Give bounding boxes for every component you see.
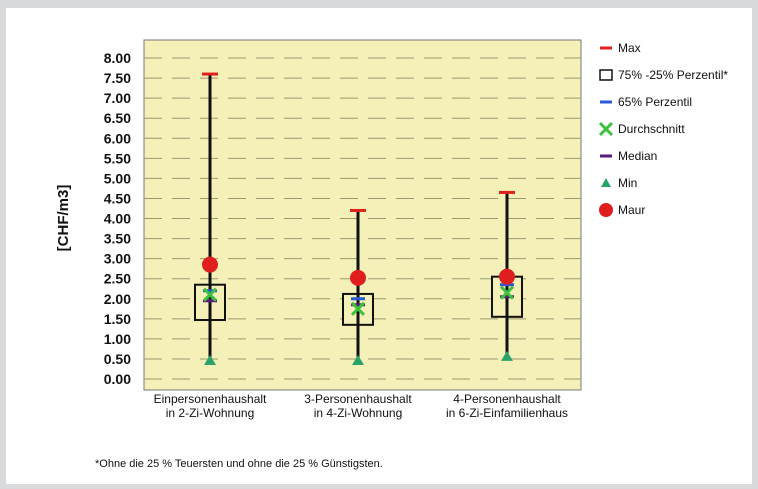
category-label-line2: in 4-Zi-Wohnung bbox=[314, 406, 403, 420]
legend-label: Maur bbox=[618, 203, 645, 217]
legend-label: Median bbox=[618, 149, 657, 163]
maur-marker bbox=[202, 256, 218, 273]
average-marker bbox=[499, 285, 515, 300]
y-tick-label: 2.00 bbox=[104, 291, 131, 307]
min-marker bbox=[352, 354, 364, 365]
maur-marker bbox=[350, 269, 366, 286]
legend-label: Min bbox=[618, 176, 637, 190]
footnote: *Ohne die 25 % Teuersten und ohne die 25… bbox=[95, 458, 383, 470]
y-axis-label: [CHF/m3] bbox=[55, 185, 72, 252]
y-tick-label: 4.50 bbox=[104, 190, 131, 206]
legend-maur-icon bbox=[599, 203, 613, 217]
y-tick-label: 3.50 bbox=[104, 231, 131, 247]
legend-label: Durchschnitt bbox=[618, 122, 685, 136]
category-label-line2: in 6-Zi-Einfamilienhaus bbox=[446, 406, 568, 420]
category-label-line1: 3-Personenhaushalt bbox=[304, 392, 412, 406]
min-marker bbox=[501, 350, 513, 361]
y-tick-label: 1.00 bbox=[104, 331, 131, 347]
legend-average-icon bbox=[598, 121, 614, 137]
y-tick-label: 0.50 bbox=[104, 351, 131, 367]
y-tick-label: 3.00 bbox=[104, 251, 131, 267]
y-tick-label: 6.50 bbox=[104, 110, 131, 126]
category-label-line1: Einpersonenhaushalt bbox=[154, 392, 267, 406]
legend-min-icon bbox=[601, 178, 611, 187]
maur-marker bbox=[499, 268, 515, 285]
legend-label: 65% Perzentil bbox=[618, 95, 692, 109]
y-tick-label: 1.50 bbox=[104, 311, 131, 327]
average-marker bbox=[202, 287, 218, 302]
category-label-line1: 4-Personenhaushalt bbox=[453, 392, 561, 406]
average-marker bbox=[350, 301, 366, 316]
y-tick-label: 8.00 bbox=[104, 50, 131, 66]
y-tick-label: 5.50 bbox=[104, 150, 131, 166]
legend-label: Max bbox=[618, 41, 641, 55]
y-tick-label: 0.00 bbox=[104, 371, 131, 387]
y-tick-label: 4.00 bbox=[104, 211, 131, 227]
legend-box-icon bbox=[599, 69, 613, 81]
category-label-line2: in 2-Zi-Wohnung bbox=[166, 406, 255, 420]
y-tick-label: 2.50 bbox=[104, 271, 131, 287]
legend-label: 75% -25% Perzentil* bbox=[618, 68, 728, 82]
y-tick-label: 6.00 bbox=[104, 130, 131, 146]
y-tick-label: 5.00 bbox=[104, 170, 131, 186]
min-marker bbox=[204, 354, 216, 365]
y-tick-label: 7.00 bbox=[104, 90, 131, 106]
y-tick-label: 7.50 bbox=[104, 70, 131, 86]
